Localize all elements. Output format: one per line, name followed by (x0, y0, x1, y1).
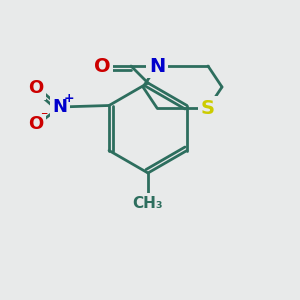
Text: O: O (94, 56, 110, 76)
Text: ⁻: ⁻ (40, 109, 48, 123)
Text: CH₃: CH₃ (133, 196, 163, 211)
Text: +: + (64, 92, 74, 104)
Text: S: S (201, 98, 215, 118)
Text: O: O (28, 115, 44, 133)
Text: N: N (149, 56, 165, 76)
Text: N: N (52, 98, 68, 116)
Text: O: O (28, 79, 44, 97)
